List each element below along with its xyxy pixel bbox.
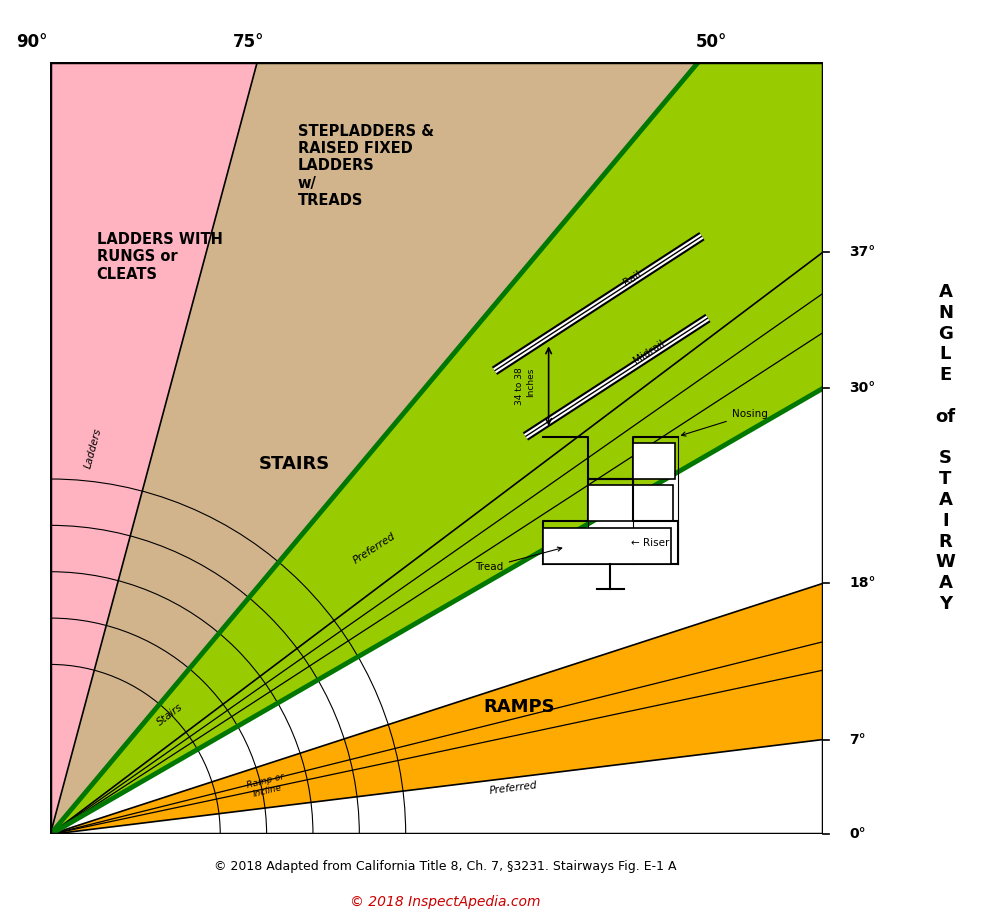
Text: Nosing: Nosing [681, 409, 767, 436]
Text: 7°: 7° [849, 733, 866, 747]
Text: A
N
G
L
E

of

S
T
A
I
R
W
A
Y: A N G L E of S T A I R W A Y [936, 283, 955, 613]
Text: 30°: 30° [849, 382, 876, 396]
Polygon shape [50, 62, 699, 834]
Polygon shape [50, 584, 823, 834]
Text: Preferred: Preferred [489, 780, 539, 796]
Text: Rail: Rail [622, 269, 643, 288]
Text: RAMPS: RAMPS [483, 698, 554, 715]
Bar [588, 485, 673, 522]
Text: 37°: 37° [849, 245, 876, 259]
Text: 90°: 90° [16, 32, 48, 51]
Text: STEPLADDERS &
RAISED FIXED
LADDERS
w/
TREADS: STEPLADDERS & RAISED FIXED LADDERS w/ TR… [298, 124, 434, 208]
Text: 50°: 50° [696, 32, 727, 51]
Polygon shape [50, 62, 257, 834]
Polygon shape [50, 388, 823, 834]
Text: © 2018 Adapted from California Title 8, Ch. 7, §3231. Stairways Fig. E-1 A: © 2018 Adapted from California Title 8, … [214, 860, 677, 873]
Text: Ladders: Ladders [82, 427, 103, 469]
Text: Preferred: Preferred [351, 531, 398, 566]
Text: Tread: Tread [475, 547, 561, 573]
Text: Stairs: Stairs [155, 702, 185, 727]
Polygon shape [50, 62, 823, 834]
Text: 18°: 18° [849, 576, 876, 590]
Text: © 2018 InspectApedia.com: © 2018 InspectApedia.com [350, 894, 541, 909]
Bar [633, 443, 675, 479]
Text: LADDERS WITH
RUNGS or
CLEATS: LADDERS WITH RUNGS or CLEATS [97, 231, 223, 281]
Text: 0°: 0° [849, 827, 866, 842]
Text: 75°: 75° [233, 32, 264, 51]
Text: Midrail: Midrail [633, 338, 667, 366]
Text: STAIRS: STAIRS [258, 455, 330, 473]
Text: Ramp or
Incline: Ramp or Incline [246, 772, 287, 799]
Bar [544, 528, 671, 564]
Text: 34 to 38
Inches: 34 to 38 Inches [516, 367, 535, 405]
Text: ← Riser: ← Riser [631, 538, 669, 548]
